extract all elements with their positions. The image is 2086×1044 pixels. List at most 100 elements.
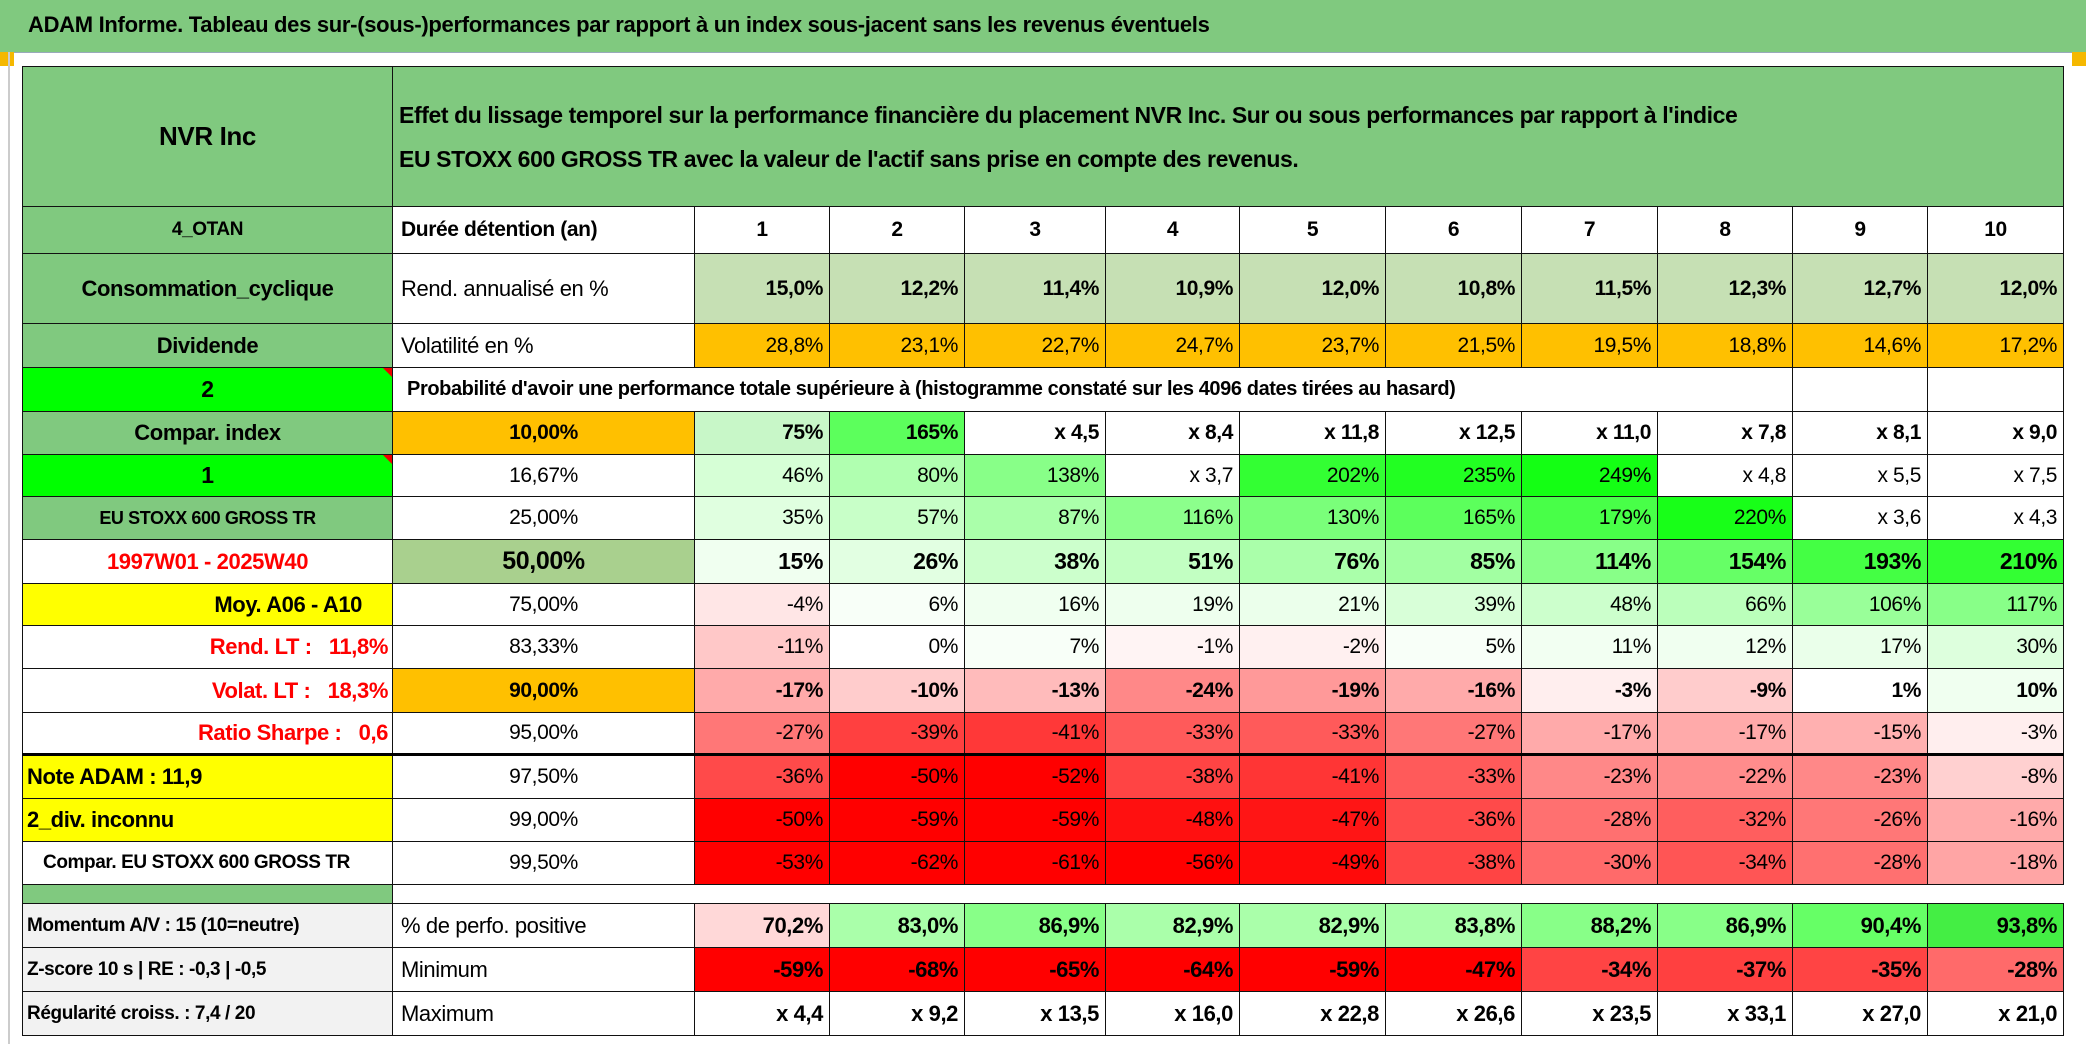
percentile-value: 25,00%	[392, 496, 695, 540]
outperformance-value: 7%	[964, 625, 1106, 669]
outperformance-value: x 4,5	[964, 411, 1106, 455]
outperformance-value: -18%	[1926, 841, 2065, 885]
outperformance-value: -19%	[1239, 668, 1386, 713]
probability-row: Compar. index 10,00% 75% 165% x 4,5 x 8,4 x 11…	[22, 411, 2065, 455]
outperformance-value: -27%	[1385, 712, 1522, 755]
outperformance-value: 1%	[1792, 668, 1928, 713]
probability-row: 2_div. inconnu 99,00% -50% -59% -59% -48% -47%…	[22, 798, 2065, 842]
percentile-value: 95,00%	[392, 712, 695, 755]
statistic-value: x 33,1	[1657, 991, 1793, 1036]
outperformance-value: x 7,5	[1926, 454, 2065, 497]
outperformance-value: x 11,8	[1239, 411, 1386, 455]
probability-header-row: 2 Probabilité d'avoir une performance tot…	[22, 367, 2065, 412]
outperformance-value: -28%	[1792, 841, 1928, 885]
outperformance-value: 26%	[829, 539, 965, 584]
outperformance-value: 235%	[1385, 454, 1522, 497]
outperformance-value: 117%	[1926, 583, 2065, 626]
asset-name: NVR Inc	[22, 66, 393, 207]
outperformance-value: -53%	[694, 841, 830, 885]
volatility-value: 24,7%	[1105, 323, 1240, 368]
outperformance-value: -38%	[1385, 841, 1522, 885]
statistics-row: Momentum A/V : 15 (10=neutre)% de perfo.…	[22, 903, 2065, 948]
outperformance-value: 5%	[1385, 625, 1522, 669]
year-header: 5	[1239, 206, 1386, 254]
outperformance-value: 17%	[1792, 625, 1928, 669]
outperformance-value: 210%	[1926, 539, 2065, 584]
outperformance-value: -39%	[829, 712, 965, 755]
outperformance-value: -32%	[1657, 798, 1793, 842]
return-value: 15,0%	[694, 253, 830, 324]
statistic-value: -59%	[1239, 947, 1386, 992]
percentile-value: 99,50%	[392, 841, 695, 885]
outperformance-value: -48%	[1105, 798, 1240, 842]
statistic-value: -28%	[1926, 947, 2065, 992]
probability-caption: Probabilité d'avoir une performance tota…	[392, 367, 1793, 412]
outperformance-value: 19%	[1105, 583, 1240, 626]
outperformance-value: -1%	[1105, 625, 1240, 669]
outperformance-value: -22%	[1657, 754, 1793, 799]
outperformance-value: -17%	[694, 668, 830, 713]
outperformance-value: -16%	[1926, 798, 2065, 842]
year-header: 4	[1105, 206, 1240, 254]
return-value: 12,0%	[1926, 253, 2065, 324]
spacer-cell	[22, 884, 393, 904]
outperformance-value: -10%	[829, 668, 965, 713]
performance-table: NVR Inc Effet du lissage temporel sur la …	[22, 66, 2065, 1036]
statistic-label: Minimum	[392, 947, 695, 992]
probability-row: Moy. A06 - A10 75,00% -4% 6% 16% 19% 21% 39% 48%…	[22, 583, 2065, 626]
outperformance-value: -17%	[1657, 712, 1793, 755]
spacer-cell	[392, 884, 2064, 904]
return-value: 12,0%	[1239, 253, 1386, 324]
outperformance-value: x 4,3	[1926, 496, 2065, 540]
outperformance-value: x 5,5	[1792, 454, 1928, 497]
volatility-value: 23,7%	[1239, 323, 1386, 368]
outperformance-value: 15%	[694, 539, 830, 584]
year-header: 1	[694, 206, 830, 254]
statistic-value: 70,2%	[694, 903, 830, 948]
statistic-value: x 27,0	[1792, 991, 1928, 1036]
outperformance-value: 138%	[964, 454, 1106, 497]
year-header: 9	[1792, 206, 1928, 254]
annualized-return-row: Consommation_cyclique Rend. annualisé en …	[22, 253, 2065, 324]
outperformance-value: 51%	[1105, 539, 1240, 584]
outperformance-value: 0%	[829, 625, 965, 669]
statistics-row: Z-score 10 s | RE : -0,3 | -0,5 Minimum -5…	[22, 947, 2065, 992]
statistic-value: 83,0%	[829, 903, 965, 948]
percentile-value: 83,33%	[392, 625, 695, 669]
outperformance-value: x 7,8	[1657, 411, 1793, 455]
statistic-value: 88,2%	[1521, 903, 1658, 948]
percentile-value: 99,00%	[392, 798, 695, 842]
outperformance-value: 76%	[1239, 539, 1386, 584]
outperformance-value: 46%	[694, 454, 830, 497]
return-value: 11,4%	[964, 253, 1106, 324]
dividend-label: Dividende	[22, 323, 393, 368]
outperformance-value: 179%	[1521, 496, 1658, 540]
outperformance-value: x 9,0	[1926, 411, 2065, 455]
statistic-value: 83,8%	[1385, 903, 1522, 948]
report-title-bar: ADAM Informe. Tableau des sur-(sous-)per…	[0, 0, 2086, 53]
outperformance-value: -56%	[1105, 841, 1240, 885]
outperformance-value: -62%	[829, 841, 965, 885]
header-row: NVR Inc Effet du lissage temporel sur la …	[22, 66, 2065, 207]
volatility-label: Volatilité en %	[392, 323, 695, 368]
outperformance-value: 116%	[1105, 496, 1240, 540]
outperformance-value: 165%	[1385, 496, 1522, 540]
corner-marker	[2072, 52, 2086, 66]
statistic-value: x 26,6	[1385, 991, 1522, 1036]
indicator-label: Z-score 10 s | RE : -0,3 | -0,5	[22, 947, 393, 992]
outperformance-value: -41%	[964, 712, 1106, 755]
probability-row: Ratio Sharpe : 0,6 95,00% -27% -39% -41% -33%…	[22, 712, 2065, 755]
outperformance-value: -27%	[694, 712, 830, 755]
statistic-label: % de perfo. positive	[392, 903, 695, 948]
description-line-2: EU STOXX 600 GROSS TR avec la valeur de …	[399, 145, 1299, 172]
row-side-label: Moy. A06 - A10	[22, 583, 393, 626]
outperformance-value: 35%	[694, 496, 830, 540]
outperformance-value: 202%	[1239, 454, 1386, 497]
statistic-value: x 4,4	[694, 991, 830, 1036]
row-side-label: Ratio Sharpe : 0,6	[22, 712, 393, 755]
return-value: 12,3%	[1657, 253, 1793, 324]
sheet-edge	[8, 52, 10, 1044]
outperformance-value: -15%	[1792, 712, 1928, 755]
percentile-value: 16,67%	[392, 454, 695, 497]
statistic-value: -34%	[1521, 947, 1658, 992]
